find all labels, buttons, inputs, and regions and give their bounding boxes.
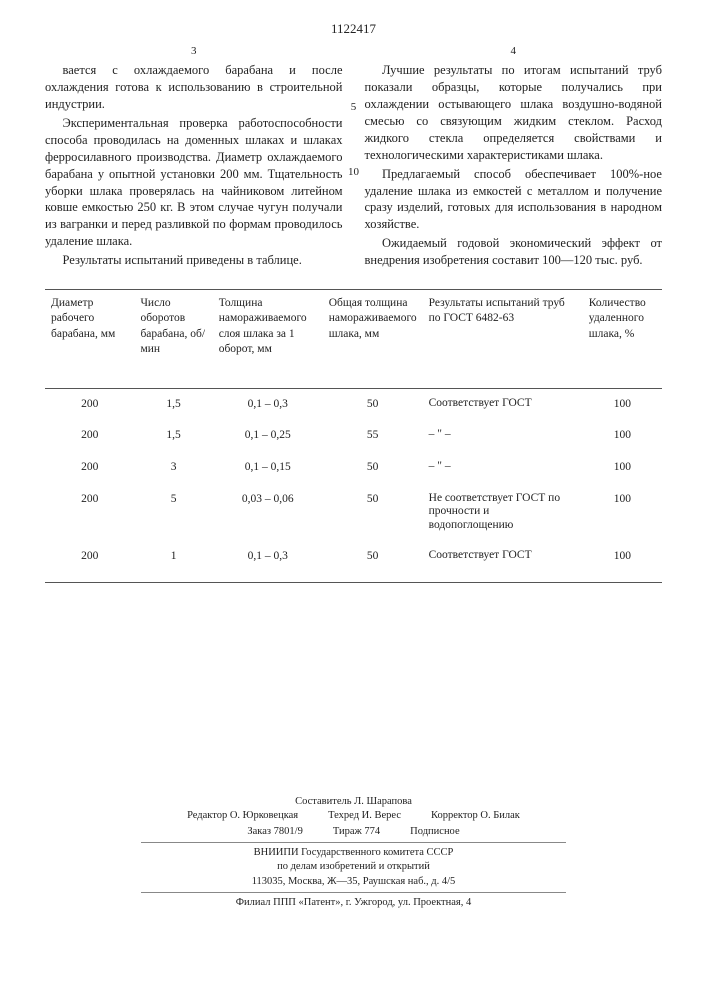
tech-editor: Техред И. Верес: [328, 809, 401, 823]
cell: 100: [583, 541, 662, 583]
compiler-line: Составитель Л. Шарапова: [0, 795, 707, 809]
cell: 5: [134, 484, 212, 541]
cell: – " –: [423, 420, 583, 452]
right-column: 4 Лучшие результаты по итогам испытаний …: [365, 44, 663, 271]
org-line-2: по делам изобретений и открытий: [0, 860, 707, 874]
col-header-1: Число оборотов барабана, об/мин: [134, 289, 212, 388]
imprint-footer: Составитель Л. Шарапова Редактор О. Юрко…: [0, 795, 707, 910]
cell: 200: [45, 541, 134, 583]
subscription: Подписное: [410, 825, 459, 839]
cell: – " –: [423, 452, 583, 484]
left-column-number: 3: [45, 44, 343, 59]
cell: 0,1 – 0,15: [213, 452, 323, 484]
cell: 100: [583, 420, 662, 452]
editor: Редактор О. Юрковецкая: [187, 809, 298, 823]
cell: 3: [134, 452, 212, 484]
line-number-10: 10: [347, 165, 361, 180]
cell: 100: [583, 484, 662, 541]
left-paragraph-2: Экспериментальная проверка работоспособн…: [45, 115, 343, 250]
document-number: 1122417: [45, 20, 662, 38]
cell: 200: [45, 452, 134, 484]
cell: 50: [323, 484, 423, 541]
col-header-5: Количество удаленного шлака, %: [583, 289, 662, 388]
cell: 1: [134, 541, 212, 583]
left-paragraph-1: вается с охлаждаемого барабана и после о…: [45, 62, 343, 113]
col-header-2: Толщина намораживаемого слоя шлака за 1 …: [213, 289, 323, 388]
cell: 50: [323, 541, 423, 583]
cell: 200: [45, 388, 134, 420]
left-paragraph-3: Результаты испытаний приведены в таблице…: [45, 252, 343, 269]
col-header-0: Диаметр рабочего барабана, мм: [45, 289, 134, 388]
right-paragraph-3: Ожидаемый годовой экономический эффект о…: [365, 235, 663, 269]
right-paragraph-1: Лучшие результаты по итогам испытаний тр…: [365, 62, 663, 163]
cell: 0,1 – 0,3: [213, 541, 323, 583]
corrector: Корректор О. Билак: [431, 809, 520, 823]
cell: 200: [45, 420, 134, 452]
page: 1122417 5 10 3 вается с охлаждаемого бар…: [0, 0, 707, 1000]
cell: Соответствует ГОСТ: [423, 388, 583, 420]
editor-row: Редактор О. Юрковецкая Техред И. Верес К…: [0, 809, 707, 823]
right-column-number: 4: [365, 44, 663, 59]
footer-divider: [141, 842, 565, 843]
cell: 55: [323, 420, 423, 452]
cell: 0,1 – 0,3: [213, 388, 323, 420]
cell: 100: [583, 452, 662, 484]
line-number-5: 5: [347, 100, 361, 115]
footer-divider-2: [141, 892, 565, 893]
cell: 200: [45, 484, 134, 541]
org-line-1: ВНИИПИ Государственного комитета СССР: [0, 846, 707, 860]
col-header-3: Общая толщина намораживаемого шлака, мм: [323, 289, 423, 388]
table-header: Диаметр рабочего барабана, мм Число обор…: [45, 289, 662, 388]
table-row: 200 3 0,1 – 0,15 50 – " – 100: [45, 452, 662, 484]
address-2: Филиал ППП «Патент», г. Ужгород, ул. Про…: [0, 896, 707, 910]
cell: 0,1 – 0,25: [213, 420, 323, 452]
left-column: 3 вается с охлаждаемого барабана и после…: [45, 44, 343, 271]
table-row: 200 1,5 0,1 – 0,3 50 Соответствует ГОСТ …: [45, 388, 662, 420]
tirage: Тираж 774: [333, 825, 380, 839]
cell: Не соответствует ГОСТ по прочности и вод…: [423, 484, 583, 541]
cell: Соответствует ГОСТ: [423, 541, 583, 583]
right-paragraph-2: Предлагаемый способ обеспечивает 100%-но…: [365, 166, 663, 234]
cell: 0,03 – 0,06: [213, 484, 323, 541]
table-row: 200 1 0,1 – 0,3 50 Соответствует ГОСТ 10…: [45, 541, 662, 583]
table-body: 200 1,5 0,1 – 0,3 50 Соответствует ГОСТ …: [45, 388, 662, 582]
cell: 1,5: [134, 388, 212, 420]
results-table: Диаметр рабочего барабана, мм Число обор…: [45, 289, 662, 584]
cell: 50: [323, 388, 423, 420]
cell: 1,5: [134, 420, 212, 452]
table-row: 200 5 0,03 – 0,06 50 Не соответствует ГО…: [45, 484, 662, 541]
col-header-4: Результаты испытаний труб по ГОСТ 6482-6…: [423, 289, 583, 388]
order-row: Заказ 7801/9 Тираж 774 Подписное: [0, 825, 707, 839]
order-number: Заказ 7801/9: [247, 825, 302, 839]
table-row: 200 1,5 0,1 – 0,25 55 – " – 100: [45, 420, 662, 452]
text-columns: 3 вается с охлаждаемого барабана и после…: [45, 44, 662, 271]
cell: 50: [323, 452, 423, 484]
cell: 100: [583, 388, 662, 420]
address-1: 113035, Москва, Ж—35, Раушская наб., д. …: [0, 875, 707, 889]
